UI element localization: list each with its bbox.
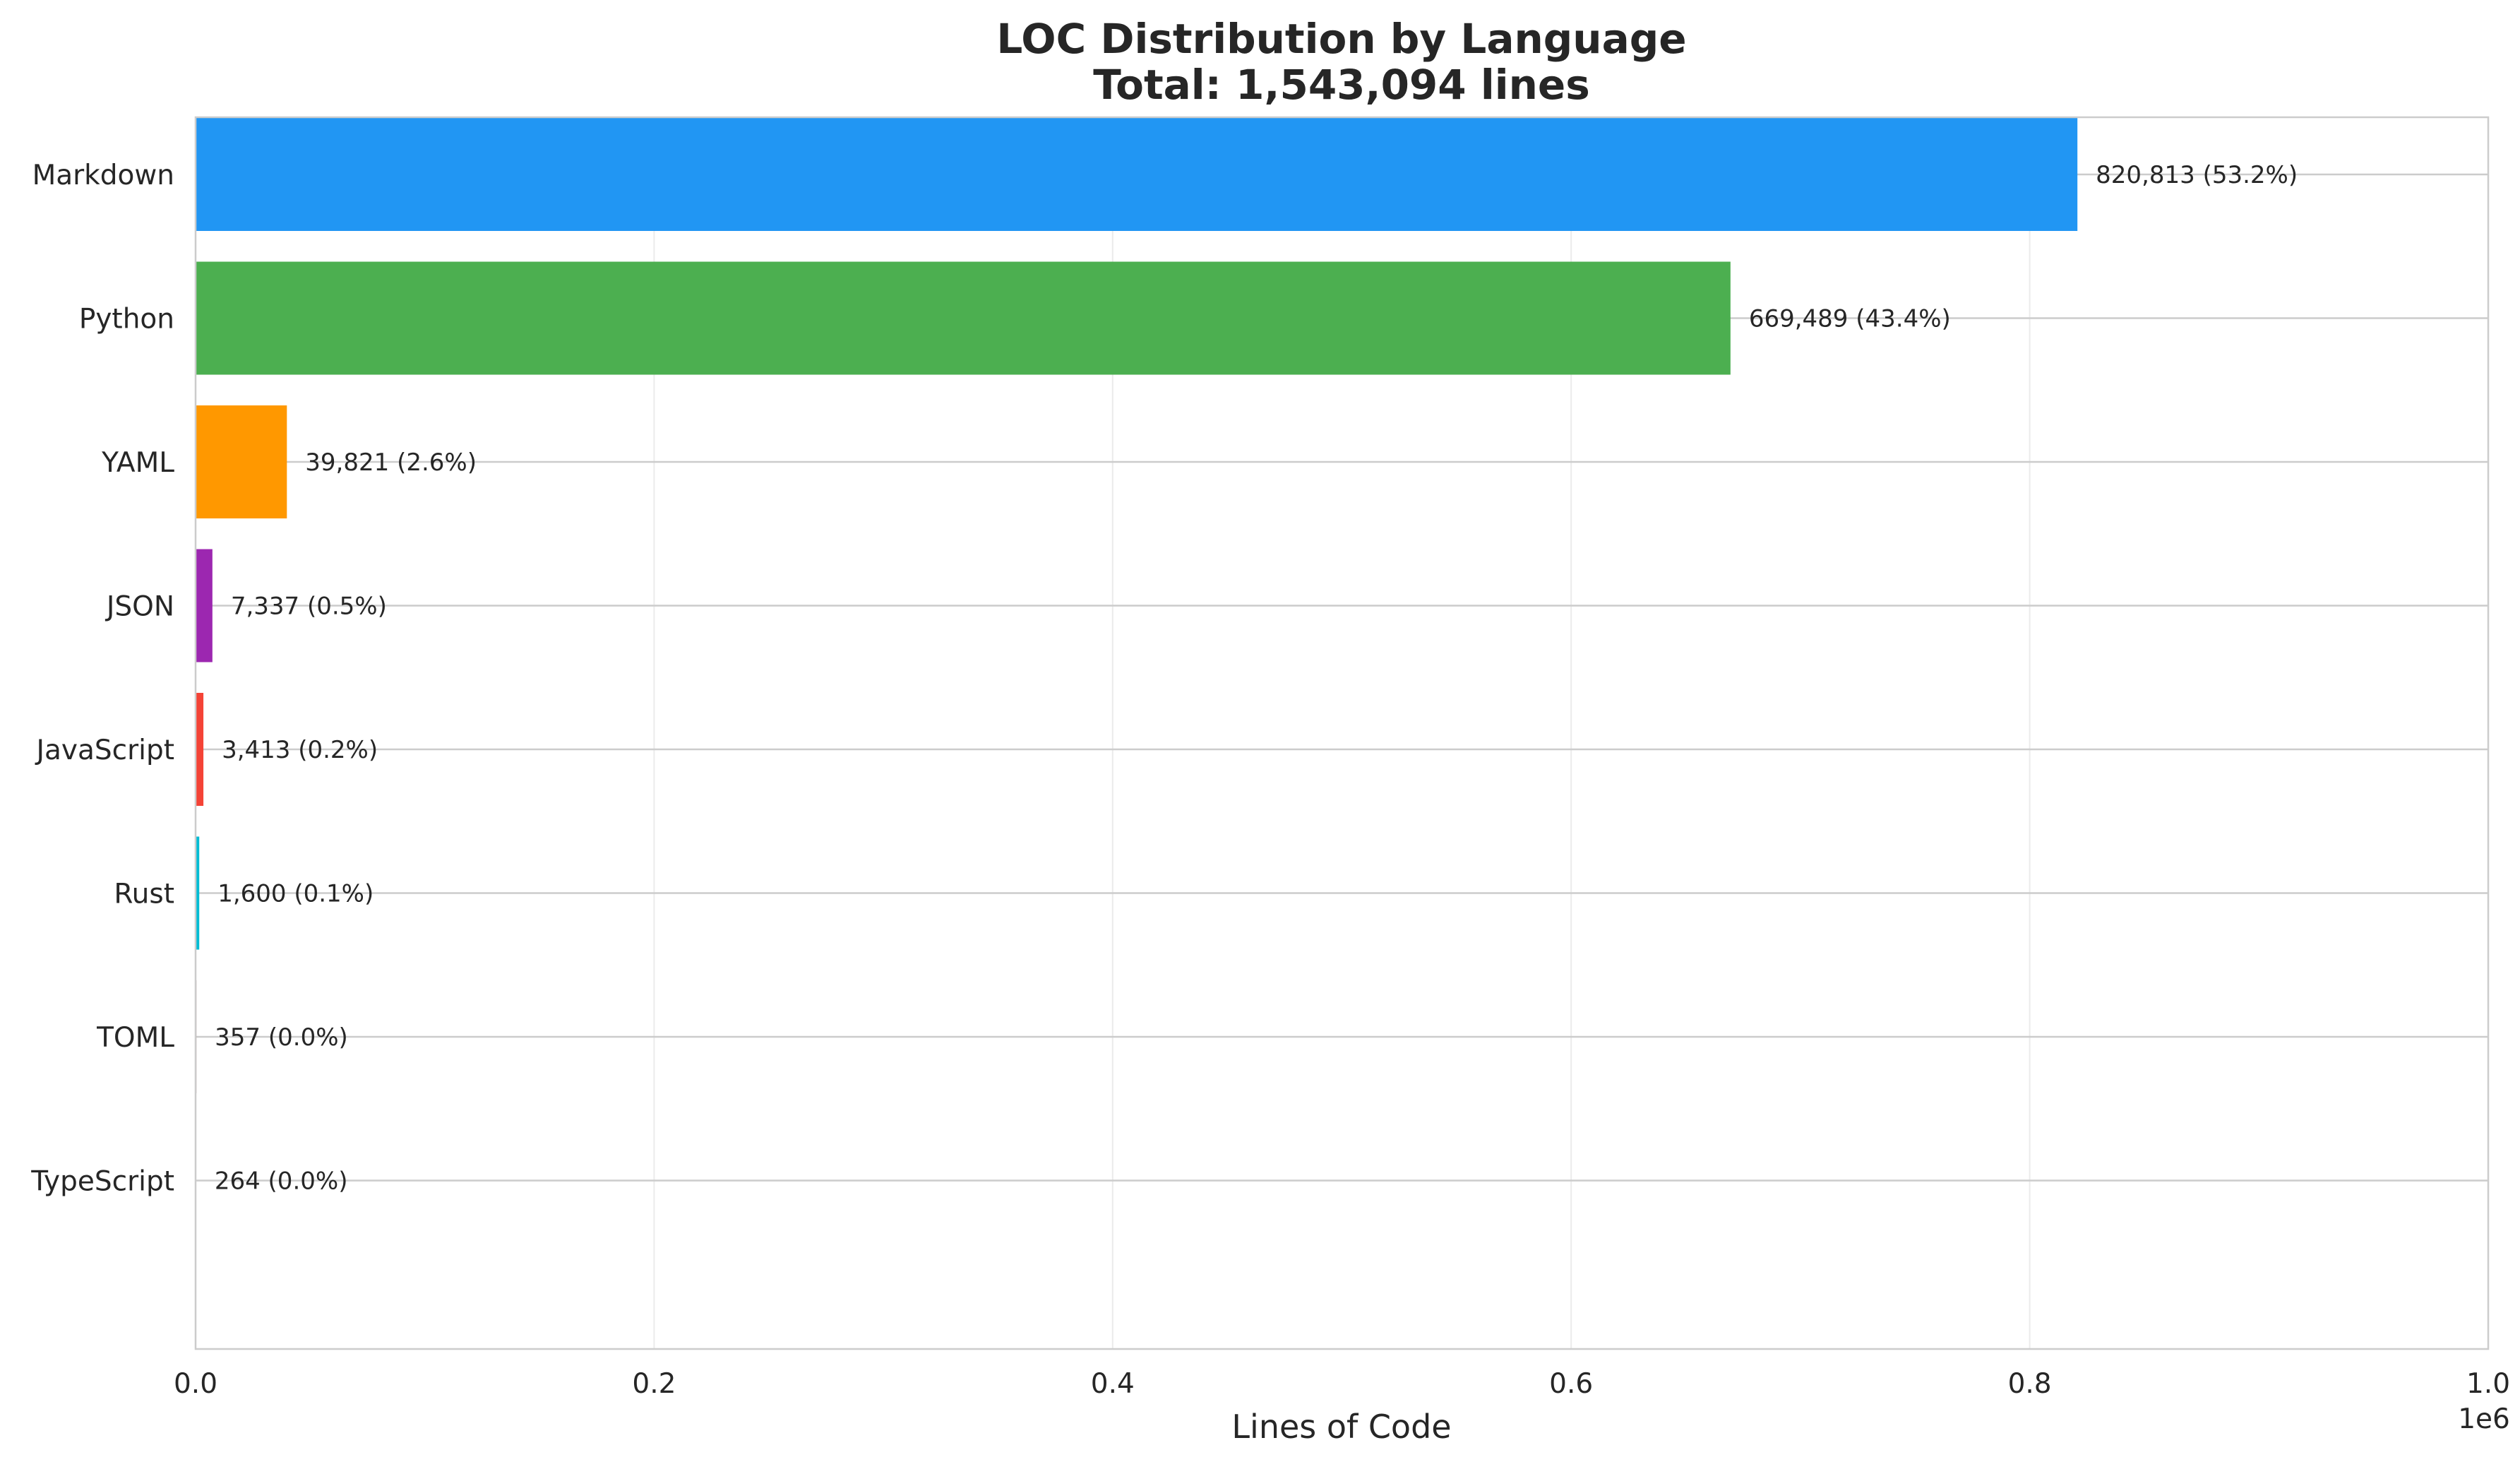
y-tick-label-python: Python (79, 304, 174, 335)
y-tick-label-typescript: TypeScript (30, 1166, 174, 1198)
data-labels: 820,813 (53.2%) 669,489 (43.4%) 39,821 (2.… (215, 161, 2298, 1196)
bar-python (196, 261, 1731, 375)
data-label-python: 669,489 (43.4%) (1749, 305, 1951, 333)
x-tick-label-0: 0.0 (174, 1368, 217, 1400)
x-axis-label: Lines of Code (1231, 1408, 1451, 1446)
data-label-markdown: 820,813 (53.2%) (2096, 161, 2298, 189)
data-label-typescript: 264 (0.0%) (215, 1167, 348, 1196)
data-label-javascript: 3,413 (0.2%) (222, 736, 378, 764)
chart-title-line2: Total: 1,543,094 lines (1093, 61, 1590, 109)
x-tick-label-3: 0.6 (1549, 1368, 1593, 1400)
y-tick-label-json: JSON (104, 591, 174, 623)
x-scale-label: 1e6 (2458, 1403, 2510, 1435)
bar-javascript (196, 693, 204, 806)
y-tick-label-javascript: JavaScript (35, 735, 175, 766)
data-label-rust: 1,600 (0.1%) (217, 880, 374, 908)
x-tick-label-5: 1.0 (2466, 1368, 2510, 1400)
x-tick-label-1: 0.2 (632, 1368, 676, 1400)
data-label-toml: 357 (0.0%) (215, 1023, 348, 1052)
y-tick-labels: Markdown Python YAML JSON JavaScript Rust TOML… (30, 160, 174, 1198)
bars (196, 118, 2078, 1237)
bar-yaml (196, 405, 287, 518)
y-tick-label-toml: TOML (96, 1022, 174, 1054)
data-label-yaml: 39,821 (2.6%) (305, 448, 477, 477)
bar-markdown (196, 118, 2078, 231)
plot-frame (194, 116, 2490, 1350)
bar-json (196, 549, 213, 662)
x-tick-label-4: 0.8 (2008, 1368, 2052, 1400)
y-tick-label-markdown: Markdown (32, 160, 174, 191)
bar-rust (196, 836, 200, 950)
x-tick-label-2: 0.4 (1091, 1368, 1135, 1400)
chart-title-line1: LOC Distribution by Language (996, 15, 1686, 63)
x-tick-labels: 0.0 0.2 0.4 0.6 0.8 1.0 (174, 1368, 2510, 1400)
y-tick-label-rust: Rust (114, 879, 174, 910)
y-tick-label-yaml: YAML (101, 447, 174, 479)
data-label-json: 7,337 (0.5%) (231, 593, 387, 621)
